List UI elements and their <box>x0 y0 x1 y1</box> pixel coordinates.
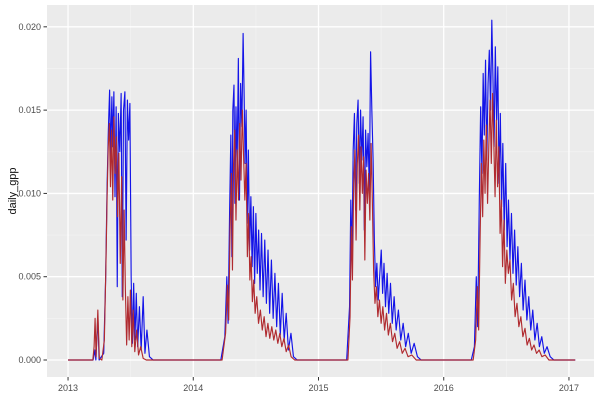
x-tick-label: 2017 <box>559 383 579 393</box>
y-tick-label: 0.010 <box>18 188 41 198</box>
x-tick-label: 2013 <box>58 383 78 393</box>
y-axis-title: daily_gpp <box>7 167 19 215</box>
red-line <box>68 92 576 361</box>
plot-panel <box>47 5 594 377</box>
y-tick-label: 0.020 <box>18 22 41 32</box>
y-tick-label: 0.005 <box>18 272 41 282</box>
blue-line <box>68 19 576 361</box>
x-tick-label: 2014 <box>183 383 203 393</box>
x-tick-label: 2016 <box>434 383 454 393</box>
y-tick-label: 0.015 <box>18 105 41 115</box>
y-tick-label: 0.000 <box>18 355 41 365</box>
x-tick-label: 2015 <box>308 383 328 393</box>
